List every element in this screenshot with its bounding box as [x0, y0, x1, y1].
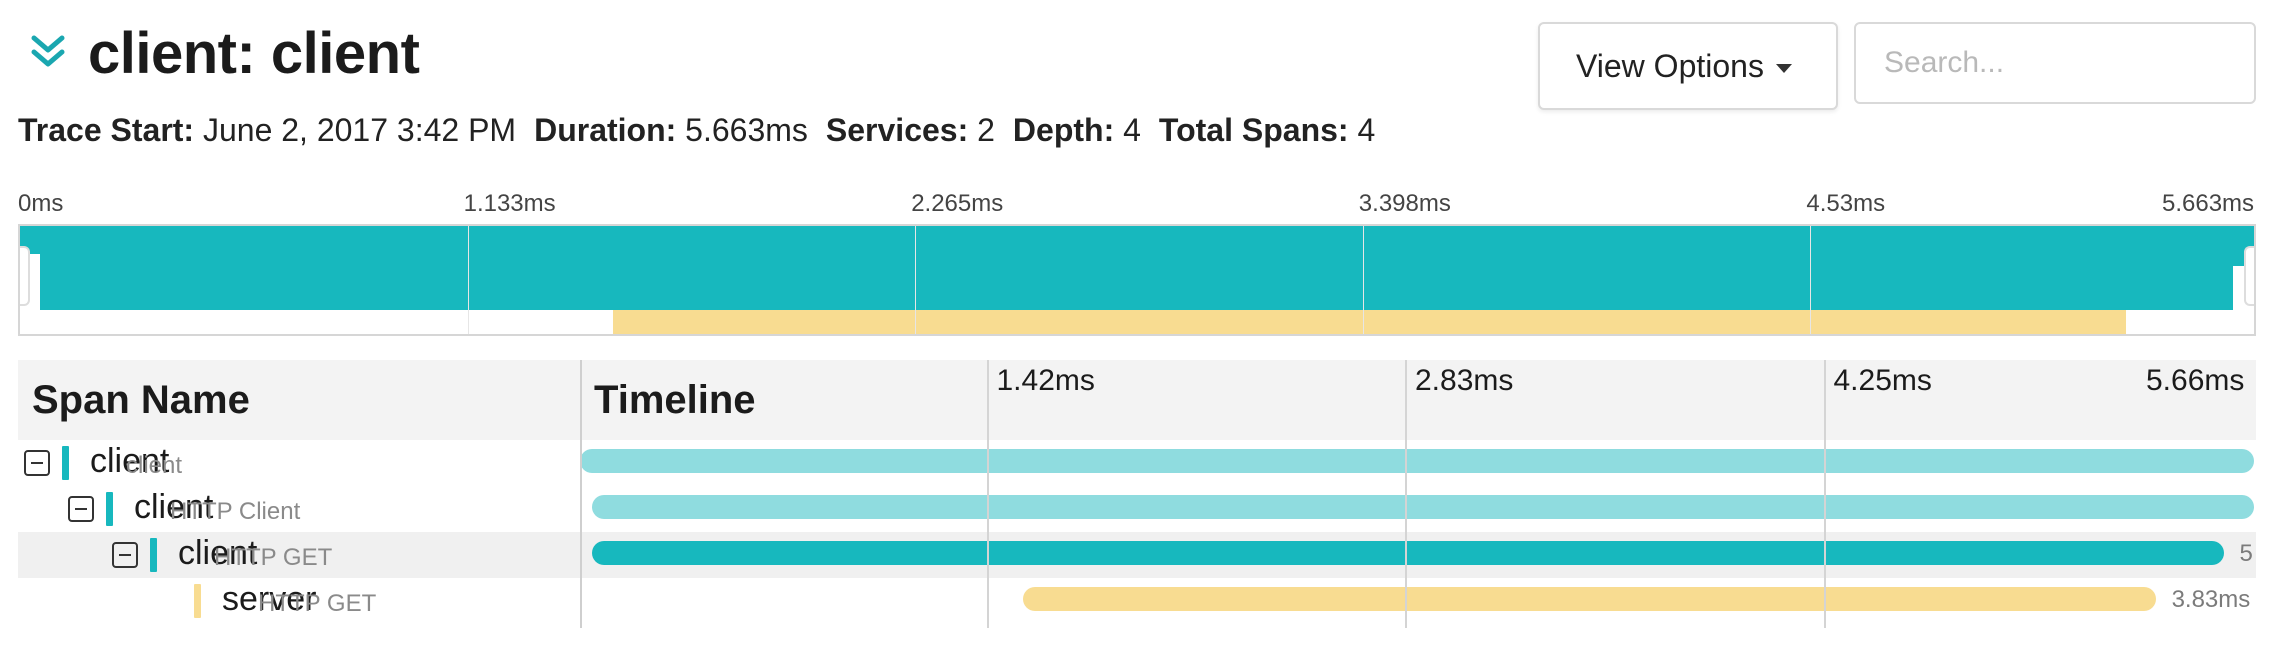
span-duration-label: 5: [2239, 540, 2253, 567]
minimap-gridline: [1810, 226, 1812, 334]
span-timeline-bar[interactable]: [591, 495, 2254, 519]
minimap-span-bar: [20, 226, 2254, 254]
span-duration-label: 3.83ms: [2171, 586, 2251, 613]
span-service-name[interactable]: client: [134, 488, 214, 526]
service-color-marker: [150, 538, 157, 572]
minimap-span-bar: [612, 310, 2127, 334]
span-operation-name: HTTP GET: [214, 544, 333, 571]
span-service-name[interactable]: server: [222, 580, 317, 618]
span-operation-name: HTTP Client: [170, 498, 301, 525]
trace-title: client: client: [88, 21, 420, 86]
span-name-header-cell: Span Name: [18, 360, 580, 440]
span-operation-name: HTTP GET: [258, 590, 377, 617]
search-input[interactable]: [1854, 22, 2256, 104]
column-divider[interactable]: [580, 360, 582, 628]
timeline-tick-label: 4.25ms: [1833, 364, 1932, 397]
minimap-tick-label: 5.663ms: [2162, 190, 2255, 217]
minimap-tick-label: 3.398ms: [1358, 190, 1451, 217]
span-row[interactable]: client client: [18, 440, 2256, 486]
meta-item-duration: Duration: 5.663ms: [534, 112, 808, 148]
meta-item-total-spans: Total Spans: 4: [1158, 112, 1376, 148]
service-color-marker: [106, 492, 113, 526]
timeline-tick-label: 2.83ms: [1415, 364, 1514, 397]
span-row[interactable]: server HTTP GET 3.83ms: [18, 578, 2256, 624]
minimap-right-handle[interactable]: [2244, 246, 2254, 306]
caret-down-icon: [1776, 64, 1792, 73]
service-color-marker: [194, 584, 201, 618]
timeline-gridline: [986, 360, 989, 628]
meta-item-trace-start: Trace Start: June 2, 2017 3:42 PM: [18, 112, 517, 148]
timeline-tick-label: 5.66ms: [2146, 364, 2245, 397]
minimap-gridline: [915, 226, 917, 334]
trace-meta: Trace Start: June 2, 2017 3:42 PM Durati…: [18, 112, 1375, 149]
span-timeline-bar[interactable]: [1023, 587, 2156, 611]
minimap-canvas[interactable]: [18, 224, 2256, 336]
meta-item-services: Services: 2: [825, 112, 995, 148]
span-table: Span Name Timeline client client client HTT…: [18, 360, 2256, 628]
span-name-header: Span Name: [32, 378, 250, 422]
minimap-tick-label: 0ms: [18, 190, 64, 217]
minimap-gridline: [1362, 226, 1364, 334]
minimap-tick-label: 2.265ms: [911, 190, 1004, 217]
span-service-name[interactable]: client: [178, 534, 258, 572]
span-operation-name: client: [126, 452, 183, 479]
trace-minimap[interactable]: 0ms 1.133ms 2.265ms 3.398ms 4.53ms 5.663ms: [18, 190, 2256, 336]
timeline-header-cell: Timeline: [580, 360, 2256, 440]
span-timeline-bar[interactable]: [580, 449, 2254, 473]
timeline-gridline: [1823, 360, 1826, 628]
double-chevron-down-icon[interactable]: [28, 32, 68, 72]
minimap-span-bar: [39, 254, 2254, 266]
timeline-tick-label: 1.42ms: [996, 364, 1095, 397]
minimap-span-bar: [39, 266, 2234, 310]
minus-square-icon[interactable]: [24, 450, 50, 476]
timeline-header: Timeline: [594, 378, 756, 422]
span-row[interactable]: client HTTP Client: [18, 486, 2256, 532]
span-row[interactable]: client HTTP GET 5: [18, 532, 2256, 578]
minimap-tick-label: 1.133ms: [463, 190, 556, 217]
span-timeline-bar[interactable]: [591, 541, 2224, 565]
meta-item-depth: Depth: 4: [1012, 112, 1141, 148]
minimap-left-handle[interactable]: [20, 246, 30, 306]
minus-square-icon[interactable]: [112, 542, 138, 568]
trace-header: client: client View Options Trace Start:…: [0, 0, 2274, 160]
timeline-gridline: [1405, 360, 1407, 628]
view-options-label: View Options: [1576, 47, 1764, 84]
minimap-gridline: [467, 226, 469, 334]
span-service-name[interactable]: client: [90, 442, 170, 480]
minus-square-icon[interactable]: [68, 496, 94, 522]
view-options-button[interactable]: View Options: [1538, 22, 1838, 110]
service-color-marker: [62, 446, 69, 480]
minimap-tick-label: 4.53ms: [1806, 190, 1886, 217]
